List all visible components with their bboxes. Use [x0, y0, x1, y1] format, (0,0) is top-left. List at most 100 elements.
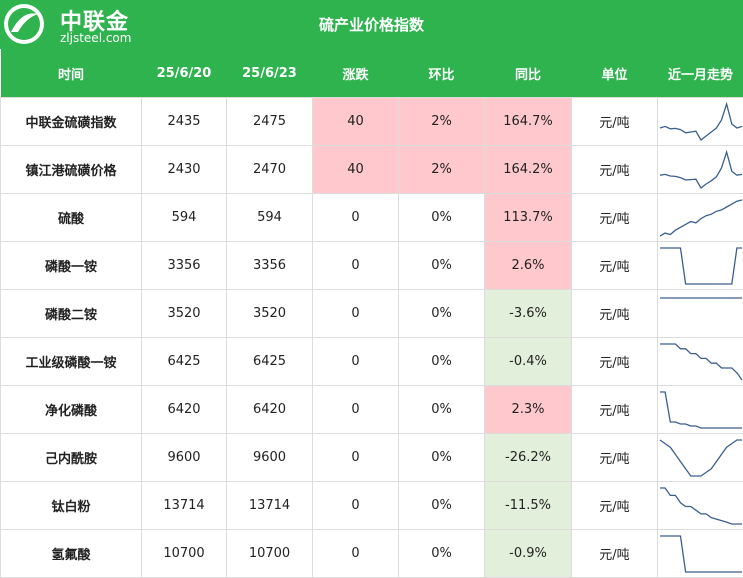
yoy-value: -3.6%: [485, 290, 572, 338]
price-date2: 6420: [227, 386, 313, 434]
price-table: 时间 25/6/20 25/6/23 涨跌 环比 同比 单位 近一月走势 中联金…: [0, 49, 743, 578]
mom-value: 2%: [399, 146, 485, 194]
row-name: 硫酸: [1, 194, 142, 242]
yoy-value: 113.7%: [485, 194, 572, 242]
trend-cell: [658, 434, 743, 482]
sparkline-line: [660, 392, 742, 428]
sparkline-line: [660, 344, 742, 380]
yoy-value: 2.3%: [485, 386, 572, 434]
price-date1: 594: [142, 194, 227, 242]
change-value: 0: [313, 434, 399, 482]
price-date1: 3520: [142, 290, 227, 338]
trend-cell: [658, 194, 743, 242]
mom-value: 2%: [399, 98, 485, 146]
unit-value: 元/吨: [572, 290, 658, 338]
col-header-time: 时间: [1, 49, 142, 98]
row-name: 中联金硫磺指数: [1, 98, 142, 146]
unit-value: 元/吨: [572, 146, 658, 194]
change-value: 40: [313, 146, 399, 194]
change-value: 0: [313, 290, 399, 338]
col-header-change: 涨跌: [313, 49, 399, 98]
change-value: 0: [313, 530, 399, 578]
yoy-value: 2.6%: [485, 242, 572, 290]
price-date2: 10700: [227, 530, 313, 578]
price-date2: 13714: [227, 482, 313, 530]
row-name: 己内酰胺: [1, 434, 142, 482]
unit-value: 元/吨: [572, 338, 658, 386]
row-name: 工业级磷酸一铵: [1, 338, 142, 386]
sparkline-chart: [659, 388, 743, 432]
price-date2: 6425: [227, 338, 313, 386]
row-name: 钛白粉: [1, 482, 142, 530]
trend-cell: [658, 290, 743, 338]
yoy-value: 164.7%: [485, 98, 572, 146]
price-date1: 10700: [142, 530, 227, 578]
price-date1: 2430: [142, 146, 227, 194]
mom-value: 0%: [399, 386, 485, 434]
sparkline-chart: [659, 532, 743, 576]
sparkline-chart: [659, 100, 743, 144]
unit-value: 元/吨: [572, 194, 658, 242]
row-name: 净化磷酸: [1, 386, 142, 434]
yoy-value: -26.2%: [485, 434, 572, 482]
price-date2: 3356: [227, 242, 313, 290]
row-name: 磷酸二铵: [1, 290, 142, 338]
sparkline-line: [660, 200, 742, 236]
sparkline-line: [660, 248, 742, 284]
change-value: 0: [313, 386, 399, 434]
sparkline-line: [660, 440, 742, 476]
change-value: 0: [313, 242, 399, 290]
change-value: 40: [313, 98, 399, 146]
header-bar: 中联金 zljsteel.com 硫产业价格指数: [0, 0, 743, 49]
row-name: 氢氟酸: [1, 530, 142, 578]
mom-value: 0%: [399, 482, 485, 530]
trend-cell: [658, 386, 743, 434]
mom-value: 0%: [399, 242, 485, 290]
price-date2: 594: [227, 194, 313, 242]
sparkline-chart: [659, 340, 743, 384]
price-date1: 6420: [142, 386, 227, 434]
col-header-yoy: 同比: [485, 49, 572, 98]
col-header-date2: 25/6/23: [227, 49, 313, 98]
sparkline-line: [660, 104, 742, 140]
mom-value: 0%: [399, 194, 485, 242]
price-date1: 9600: [142, 434, 227, 482]
page-title: 硫产业价格指数: [0, 14, 743, 35]
trend-cell: [658, 338, 743, 386]
price-date2: 9600: [227, 434, 313, 482]
mom-value: 0%: [399, 338, 485, 386]
sparkline-chart: [659, 292, 743, 336]
col-header-unit: 单位: [572, 49, 658, 98]
unit-value: 元/吨: [572, 386, 658, 434]
trend-cell: [658, 146, 743, 194]
change-value: 0: [313, 338, 399, 386]
sparkline-chart: [659, 244, 743, 288]
sparkline-chart: [659, 484, 743, 528]
sparkline-line: [660, 152, 742, 188]
yoy-value: -11.5%: [485, 482, 572, 530]
yoy-value: -0.9%: [485, 530, 572, 578]
unit-value: 元/吨: [572, 434, 658, 482]
sparkline-chart: [659, 148, 743, 192]
sparkline-chart: [659, 436, 743, 480]
sparkline-line: [660, 488, 742, 524]
price-date1: 2435: [142, 98, 227, 146]
table-header-row: 时间 25/6/20 25/6/23 涨跌 环比 同比 单位 近一月走势: [1, 49, 743, 98]
mom-value: 0%: [399, 530, 485, 578]
yoy-value: -0.4%: [485, 338, 572, 386]
mom-value: 0%: [399, 290, 485, 338]
price-date2: 2470: [227, 146, 313, 194]
price-date1: 13714: [142, 482, 227, 530]
price-date1: 6425: [142, 338, 227, 386]
